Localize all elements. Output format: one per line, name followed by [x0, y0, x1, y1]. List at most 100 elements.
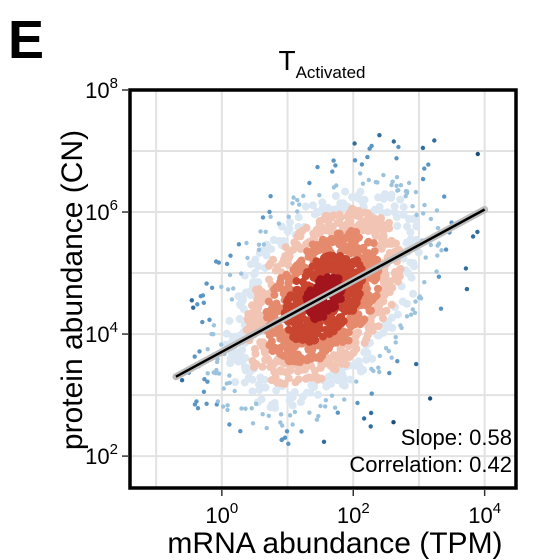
scatter-point: [291, 195, 296, 200]
scatter-point: [373, 284, 382, 293]
scatter-point: [410, 204, 415, 209]
scatter-point: [239, 271, 244, 276]
scatter-point: [352, 344, 361, 353]
scatter-point: [346, 249, 354, 258]
scatter-point: [310, 210, 319, 219]
scatter-point: [315, 229, 324, 238]
scatter-point: [279, 351, 288, 360]
scatter-point: [346, 375, 355, 384]
scatter-point: [416, 295, 422, 300]
scatter-point: [304, 373, 313, 382]
x-tick-label: 100: [205, 500, 238, 528]
scatter-point: [321, 439, 327, 444]
scatter-point: [278, 420, 283, 425]
scatter-point: [391, 139, 396, 144]
scatter-point: [435, 225, 441, 231]
scatter-point: [368, 354, 377, 363]
scatter-point: [267, 209, 272, 215]
scatter-point: [204, 281, 209, 286]
y-tick-exponent: 2: [110, 441, 118, 458]
scatter-point: [236, 242, 242, 247]
scatter-point: [414, 212, 419, 218]
scatter-point: [369, 366, 374, 372]
scatter-point: [214, 367, 219, 373]
scatter-point: [270, 290, 279, 299]
scatter-point: [406, 180, 412, 186]
scatter-point: [406, 258, 415, 267]
scatter-point: [261, 242, 267, 247]
scatter-point: [225, 407, 230, 413]
scatter-point: [374, 193, 383, 202]
scatter-point: [377, 353, 382, 359]
scatter-point: [264, 425, 269, 431]
scatter-point: [393, 222, 402, 230]
y-tick-label: 102: [85, 441, 118, 469]
x-axis-ticks: 100 102 104: [205, 490, 501, 528]
scatter-point: [315, 164, 320, 170]
scatter-point: [231, 378, 240, 387]
scatter-point: [224, 261, 230, 267]
y-tick-exponent: 6: [110, 197, 118, 214]
scatter-point: [238, 296, 247, 305]
y-tick-base: 10: [85, 444, 109, 469]
scatter-point: [391, 420, 396, 425]
scatter-point: [464, 286, 470, 292]
scatter-point: [389, 355, 394, 360]
scatter-point: [299, 429, 304, 434]
scatter-point: [329, 393, 335, 398]
scatter-point: [339, 356, 348, 364]
scatter-point: [192, 354, 197, 359]
scatter-point: [270, 399, 279, 407]
plot-frame: [128, 88, 518, 490]
scatter-point: [377, 133, 382, 138]
scatter-point: [221, 386, 226, 391]
scatter-point: [412, 310, 418, 315]
scatter-point: [260, 215, 266, 220]
scatter-point: [231, 286, 236, 291]
x-tick-base: 10: [337, 503, 361, 528]
scatter-point: [207, 317, 212, 322]
scatter-point: [396, 144, 401, 150]
scatter-point: [258, 229, 263, 234]
scatter-point: [258, 362, 267, 371]
scatter-point: [285, 218, 294, 227]
scatter-point: [422, 202, 427, 208]
scatter-point: [282, 435, 288, 440]
scatter-point: [422, 166, 427, 171]
scatter-point: [434, 269, 439, 274]
scatter-point: [201, 300, 206, 305]
scatter-point: [402, 238, 411, 247]
scatter-point: [391, 268, 400, 277]
scatter-point: [428, 242, 434, 248]
scatter-point: [209, 285, 215, 290]
y-tick-label: 104: [85, 319, 118, 347]
scatter-point: [439, 248, 444, 253]
scatter-point: [227, 380, 232, 385]
scatter-point: [251, 268, 260, 277]
scatter-point: [232, 388, 237, 394]
x-tick-label: 104: [468, 500, 501, 528]
scatter-point: [348, 193, 356, 202]
scatter-point: [381, 172, 386, 178]
scatter-point: [294, 375, 303, 384]
scatter-point: [272, 386, 281, 395]
scatter-point: [383, 346, 389, 351]
scatter-point: [463, 266, 469, 271]
scatter-point: [222, 329, 231, 338]
scatter-point: [395, 359, 400, 364]
scatter-point: [290, 201, 295, 206]
scatter-point: [256, 247, 262, 252]
scatter-point: [263, 229, 268, 234]
scatter-point: [225, 316, 234, 325]
scatter-point: [276, 366, 285, 375]
scatter-point: [257, 395, 266, 404]
scatter-point: [314, 390, 322, 399]
scatter-point: [412, 222, 421, 231]
scatter-point: [422, 280, 427, 285]
scatter-point: [201, 389, 207, 394]
scatter-point: [205, 379, 210, 384]
scatter-point: [268, 194, 273, 199]
scatter-point: [246, 291, 255, 300]
scatter-point: [219, 284, 224, 289]
